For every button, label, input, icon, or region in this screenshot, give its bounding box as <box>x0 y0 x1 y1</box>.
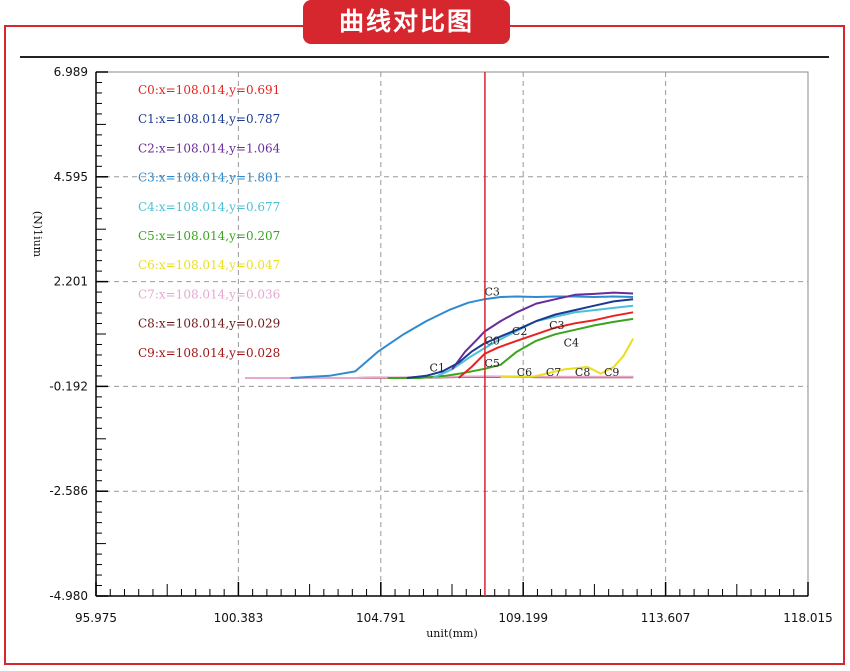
x-tick-label: 113.607 <box>641 611 691 625</box>
y-tick-label: 6.989 <box>54 65 88 79</box>
series-C6 <box>500 338 634 379</box>
y-axis-label: (N)1ium <box>31 211 44 258</box>
curve-label-C9: C9 <box>604 366 619 379</box>
x-tick-label: 100.383 <box>214 611 264 625</box>
x-tick-label: 109.199 <box>498 611 548 625</box>
curve-label-C1: C1 <box>430 361 445 374</box>
page-title: 曲线对比图 <box>303 0 510 44</box>
y-tick-label: 4.595 <box>54 170 88 184</box>
legend-item: C1:x=108.014,y=0.787 <box>138 112 280 126</box>
legend: C0:x=108.014,y=0.691 C1:x=108.014,y=0.787… <box>138 83 281 360</box>
curve-label-C7: C7 <box>546 366 561 379</box>
x-tick-label: 95.975 <box>75 611 117 625</box>
legend-item: C5:x=108.014,y=0.207 <box>138 229 280 243</box>
legend-item: C9:x=108.014,y=0.028 <box>138 346 280 360</box>
curve-label-C2: C2 <box>512 325 527 338</box>
curve-label-C5: C5 <box>484 357 499 370</box>
y-tick-label: -0.192 <box>49 379 88 393</box>
series-C1 <box>406 298 634 379</box>
axes: 95.975 100.383 104.791 109.199 113.607 118.01… <box>49 65 833 625</box>
legend-item: C7:x=108.014,y=0.036 <box>138 287 280 301</box>
series-C5 <box>387 317 634 379</box>
grid-lines <box>95 71 809 597</box>
header-rule <box>20 56 829 58</box>
y-tick-label: 2.201 <box>54 275 88 289</box>
legend-item: C2:x=108.014,y=1.064 <box>138 141 281 155</box>
x-axis-label: unit(mm) <box>426 627 478 640</box>
curve-label-C3: C3 <box>549 319 564 332</box>
curve-label-C0: C0 <box>484 335 499 348</box>
curve-label-C6: C6 <box>517 366 532 379</box>
legend-item: C6:x=108.014,y=0.047 <box>138 258 280 272</box>
series-C0 <box>457 311 634 379</box>
y-tick-label: -2.586 <box>49 484 88 498</box>
series-C2 <box>451 291 634 370</box>
curve-label-C4: C4 <box>564 336 579 349</box>
legend-item: C0:x=108.014,y=0.691 <box>138 83 280 97</box>
curve-label-C3: C3 <box>484 286 499 299</box>
legend-item: C4:x=108.014,y=0.677 <box>138 200 280 214</box>
legend-item: C8:x=108.014,y=0.029 <box>138 317 280 331</box>
y-tick-label: -4.980 <box>49 589 88 603</box>
curve-label-C8: C8 <box>575 366 590 379</box>
x-tick-label: 104.791 <box>356 611 406 625</box>
legend-item: C3:x=108.014,y=1.801 <box>138 171 280 185</box>
x-tick-label: 118.015 <box>783 611 833 625</box>
